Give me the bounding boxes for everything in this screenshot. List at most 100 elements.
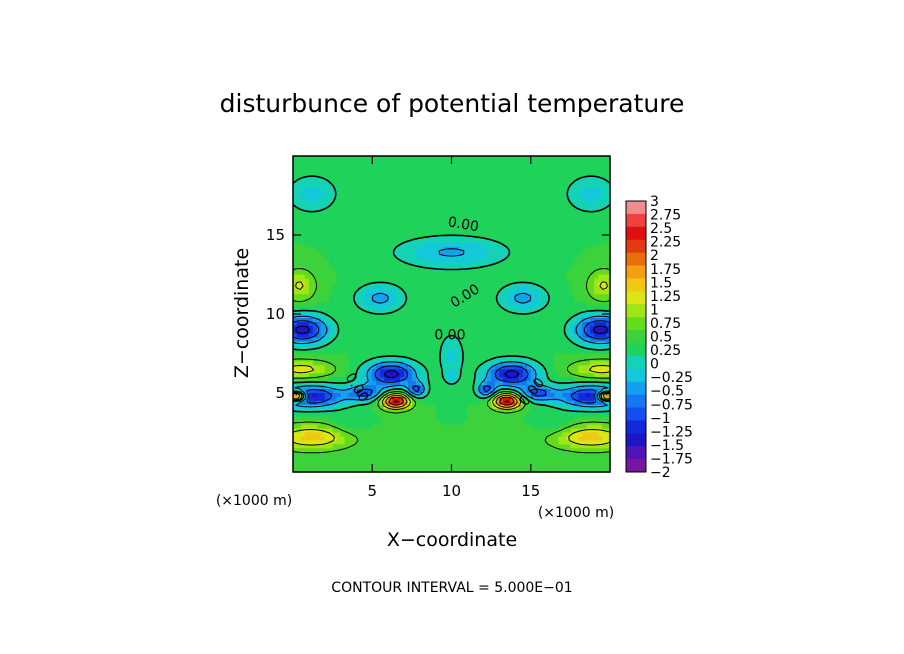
field-cell-3938 bbox=[364, 349, 369, 355]
field-cell-911 bbox=[415, 199, 421, 204]
field-cell-2644 bbox=[308, 286, 314, 291]
field-cell-3337 bbox=[518, 317, 524, 323]
field-cell-3336 bbox=[514, 317, 520, 323]
field-cell-1038 bbox=[602, 203, 607, 208]
field-cell-2590 bbox=[411, 282, 417, 287]
field-cell-1469 bbox=[407, 227, 413, 232]
field-cell-3112 bbox=[578, 306, 583, 311]
field-cell-3121 bbox=[296, 310, 302, 315]
field-cell-4354 bbox=[427, 369, 433, 374]
field-cell-3958 bbox=[443, 349, 449, 355]
field-cell-3549 bbox=[407, 329, 413, 335]
field-cell-1711 bbox=[415, 238, 421, 244]
field-cell-682 bbox=[459, 187, 464, 193]
field-cell-1889 bbox=[487, 246, 492, 252]
field-cell-1639 bbox=[447, 235, 453, 240]
field-cell-4700 bbox=[530, 385, 536, 390]
field-cell-2495 bbox=[352, 278, 357, 283]
field-cell-2788 bbox=[562, 290, 568, 295]
field-cell-324 bbox=[308, 171, 314, 177]
field-cell-924 bbox=[467, 199, 472, 204]
field-cell-1348 bbox=[562, 219, 568, 224]
field-cell-3579 bbox=[526, 329, 532, 335]
field-cell-1147 bbox=[399, 211, 405, 216]
field-cell-2261 bbox=[376, 266, 381, 272]
field-cell-4850 bbox=[491, 393, 496, 398]
field-cell-3433 bbox=[582, 321, 587, 327]
field-cell-4425 bbox=[392, 373, 397, 378]
field-cell-3541 bbox=[376, 329, 381, 335]
field-cell-1216 bbox=[356, 215, 361, 220]
field-cell-3649 bbox=[487, 333, 492, 339]
field-cell-1188 bbox=[562, 211, 568, 216]
field-cell-3727 bbox=[479, 337, 484, 343]
field-cell-4815 bbox=[352, 393, 357, 398]
field-cell-1191 bbox=[574, 211, 579, 216]
field-cell-1925 bbox=[312, 250, 318, 256]
field-cell-3238 bbox=[443, 314, 449, 319]
field-cell-1291 bbox=[336, 219, 342, 224]
field-cell-3905 bbox=[550, 345, 556, 351]
field-cell-4480 bbox=[293, 377, 298, 382]
field-cell-4869 bbox=[566, 393, 571, 398]
field-cell-3463 bbox=[384, 325, 389, 331]
field-cell-3895 bbox=[510, 345, 516, 351]
field-cell-2383 bbox=[542, 270, 548, 276]
field-cell-151 bbox=[574, 159, 579, 165]
field-cell-9 bbox=[328, 156, 334, 161]
field-cell-802 bbox=[300, 195, 306, 201]
field-cell-18 bbox=[364, 156, 369, 161]
field-cell-162 bbox=[300, 163, 306, 169]
field-cell-3635 bbox=[431, 333, 437, 339]
field-cell-1883 bbox=[463, 246, 468, 252]
field-cell-1955 bbox=[431, 250, 437, 256]
field-cell-701 bbox=[534, 187, 540, 193]
field-cell-4040 bbox=[451, 353, 457, 359]
field-cell-4372 bbox=[499, 369, 504, 374]
field-cell-470 bbox=[570, 175, 575, 181]
field-cell-1850 bbox=[332, 246, 338, 252]
field-cell-1060 bbox=[372, 207, 377, 212]
field-cell-3949 bbox=[407, 349, 413, 355]
field-cell-1897 bbox=[518, 246, 524, 252]
field-cell-2101 bbox=[376, 258, 381, 264]
field-cell-2402 bbox=[300, 274, 306, 280]
field-cell-4440 bbox=[451, 373, 457, 378]
field-cell-803 bbox=[304, 195, 310, 201]
field-cell-3950 bbox=[411, 349, 417, 355]
field-cell-411 bbox=[336, 175, 342, 181]
field-cell-4109 bbox=[407, 357, 413, 362]
field-cell-1129 bbox=[328, 211, 334, 216]
field-cell-4868 bbox=[562, 393, 568, 398]
field-cell-376 bbox=[514, 171, 520, 177]
field-cell-812 bbox=[340, 195, 346, 201]
field-cell-3578 bbox=[522, 329, 528, 335]
field-cell-388 bbox=[562, 171, 568, 177]
field-cell-1907 bbox=[558, 246, 564, 252]
field-cell-4196 bbox=[435, 361, 441, 366]
field-cell-523 bbox=[463, 179, 468, 185]
field-cell-4769 bbox=[487, 389, 492, 394]
field-cell-210 bbox=[491, 163, 496, 169]
field-cell-2033 bbox=[423, 254, 429, 260]
field-cell-4136 bbox=[514, 357, 520, 362]
field-cell-963 bbox=[304, 203, 310, 208]
field-cell-4462 bbox=[538, 373, 544, 378]
field-cell-655 bbox=[352, 187, 357, 193]
field-cell-4820 bbox=[372, 393, 377, 398]
field-cell-2220 bbox=[530, 262, 536, 268]
field-cell-380 bbox=[530, 171, 536, 177]
field-cell-3806 bbox=[475, 341, 480, 347]
field-cell-3103 bbox=[542, 306, 548, 311]
field-cell-3688 bbox=[324, 337, 330, 343]
field-cell-268 bbox=[403, 167, 409, 173]
field-cell-2301 bbox=[534, 266, 540, 272]
field-cell-3001 bbox=[455, 302, 461, 307]
field-cell-3801 bbox=[455, 341, 461, 347]
field-cell-3641 bbox=[455, 333, 461, 339]
field-cell-2619 bbox=[526, 282, 532, 287]
field-cell-4141 bbox=[534, 357, 540, 362]
field-cell-788 bbox=[562, 191, 568, 197]
field-cell-1181 bbox=[534, 211, 540, 216]
field-cell-272 bbox=[419, 167, 425, 173]
